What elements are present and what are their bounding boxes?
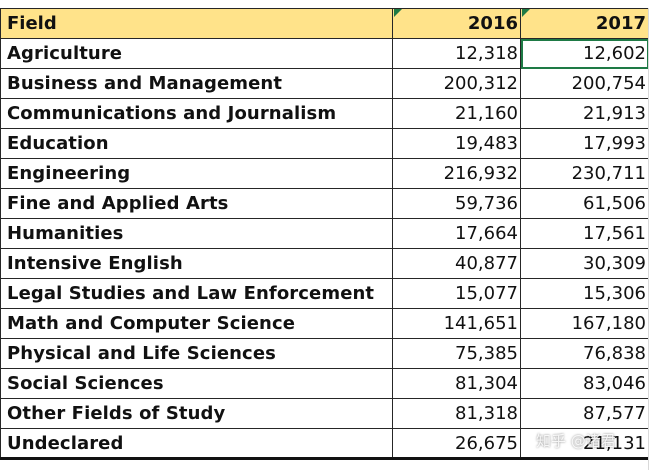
watermark: 知乎 @诸君 [536, 432, 616, 450]
cell-field[interactable]: Intensive English [0, 248, 393, 279]
table-row: Legal Studies and Law Enforcement 15,077… [0, 278, 649, 309]
table-row: Communications and Journalism 21,160 21,… [0, 98, 649, 129]
header-cell-2016[interactable]: 2016 [392, 8, 521, 39]
table-row: Physical and Life Sciences 75,385 76,838 [0, 338, 649, 369]
table-row: Business and Management 200,312 200,754 [0, 68, 649, 99]
table-row: Math and Computer Science 141,651 167,18… [0, 308, 649, 339]
cell-field[interactable]: Social Sciences [0, 368, 393, 399]
cell-2016[interactable]: 200,312 [392, 68, 521, 99]
cell-2017[interactable]: 17,561 [520, 218, 649, 249]
cell-field[interactable]: Physical and Life Sciences [0, 338, 393, 369]
cell-2017[interactable]: 76,838 [520, 338, 649, 369]
cell-field[interactable]: Agriculture [0, 38, 393, 69]
cell-2016[interactable]: 19,483 [392, 128, 521, 159]
header-row: Field 2016 2017 [0, 8, 649, 39]
cell-2017[interactable]: 21,913 [520, 98, 649, 129]
cell-2016[interactable]: 81,304 [392, 368, 521, 399]
table-row: Other Fields of Study 81,318 87,577 [0, 398, 649, 429]
table-row: Agriculture 12,318 12,602 [0, 38, 649, 69]
cell-2017[interactable]: 230,711 [520, 158, 649, 189]
cell-field[interactable]: Communications and Journalism [0, 98, 393, 129]
table-row: Fine and Applied Arts 59,736 61,506 [0, 188, 649, 219]
cell-field[interactable]: Education [0, 128, 393, 159]
cell-2017[interactable]: 200,754 [520, 68, 649, 99]
cell-field[interactable]: Engineering [0, 158, 393, 189]
cell-2016[interactable]: 15,077 [392, 278, 521, 309]
cell-error-indicator-icon [394, 9, 402, 17]
cell-2016[interactable]: 40,877 [392, 248, 521, 279]
table-row: Engineering 216,932 230,711 [0, 158, 649, 189]
cell-2016[interactable]: 216,932 [392, 158, 521, 189]
data-table: Field 2016 2017 Agriculture 12,318 12,60… [0, 8, 649, 460]
cell-2016[interactable]: 12,318 [392, 38, 521, 69]
cell-2017[interactable]: 167,180 [520, 308, 649, 339]
cell-2017[interactable]: 83,046 [520, 368, 649, 399]
cell-2016[interactable]: 141,651 [392, 308, 521, 339]
cell-field[interactable]: Humanities [0, 218, 393, 249]
cell-2017[interactable]: 17,993 [520, 128, 649, 159]
table-row: Social Sciences 81,304 83,046 [0, 368, 649, 399]
cell-2016[interactable]: 26,675 [392, 428, 521, 460]
cell-2017[interactable]: 87,577 [520, 398, 649, 429]
cell-error-indicator-icon [522, 9, 530, 17]
cell-2017[interactable]: 61,506 [520, 188, 649, 219]
cell-field[interactable]: Math and Computer Science [0, 308, 393, 339]
header-cell-2017[interactable]: 2017 [520, 8, 649, 39]
cell-2016[interactable]: 59,736 [392, 188, 521, 219]
cell-field[interactable]: Business and Management [0, 68, 393, 99]
cell-field[interactable]: Fine and Applied Arts [0, 188, 393, 219]
cell-field[interactable]: Undeclared [0, 428, 393, 460]
cell-2016[interactable]: 75,385 [392, 338, 521, 369]
cell-2016[interactable]: 21,160 [392, 98, 521, 129]
column-edge [648, 8, 656, 470]
cell-field[interactable]: Other Fields of Study [0, 398, 393, 429]
cell-2016[interactable]: 17,664 [392, 218, 521, 249]
selected-cell-2017[interactable]: 12,602 [520, 38, 649, 69]
cell-2017[interactable]: 30,309 [520, 248, 649, 279]
cell-2016[interactable]: 81,318 [392, 398, 521, 429]
table-row: Humanities 17,664 17,561 [0, 218, 649, 249]
cell-2017[interactable]: 15,306 [520, 278, 649, 309]
table-row: Intensive English 40,877 30,309 [0, 248, 649, 279]
header-cell-field[interactable]: Field [0, 8, 393, 39]
cell-field[interactable]: Legal Studies and Law Enforcement [0, 278, 393, 309]
table-row: Education 19,483 17,993 [0, 128, 649, 159]
